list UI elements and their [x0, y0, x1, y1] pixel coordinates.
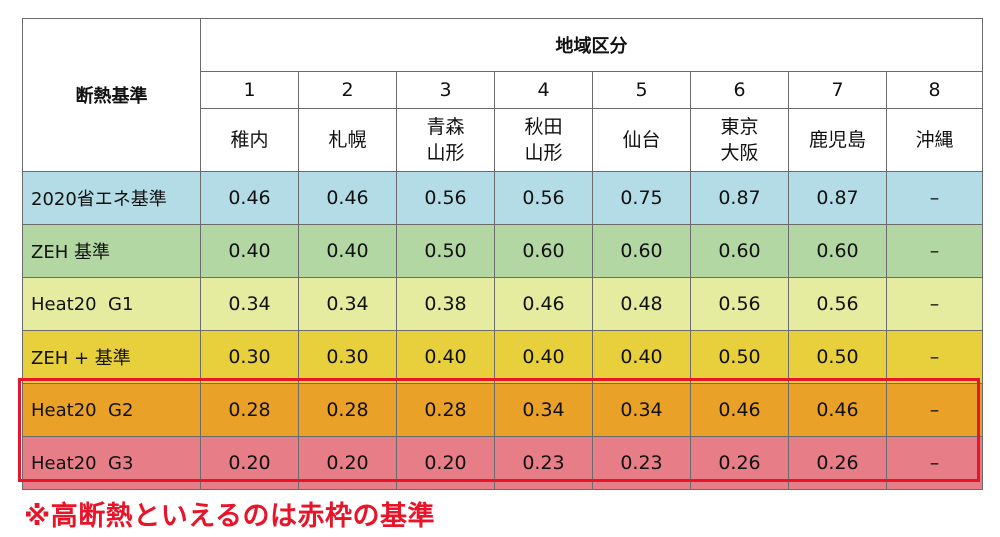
row-label: Heat20 G3	[22, 436, 201, 490]
value-cell: 0.30	[298, 330, 397, 384]
city-cell-6: 東京 大阪	[690, 108, 789, 172]
value-cell: –	[886, 277, 983, 331]
value-cell: 0.34	[200, 277, 299, 331]
value-cell: 0.40	[298, 224, 397, 278]
value-cell: 0.60	[494, 224, 593, 278]
region-number-5: 5	[592, 71, 691, 109]
region-number-7: 7	[788, 71, 887, 109]
region-number-6: 6	[690, 71, 789, 109]
city-cell-8: 沖縄	[886, 108, 983, 172]
table-row: Heat20 G2 0.28 0.28 0.28 0.34 0.34 0.46 0.46–	[22, 383, 983, 437]
value-cell: 0.34	[494, 383, 593, 437]
value-cell: 0.48	[592, 277, 691, 331]
value-cell: 0.26	[690, 436, 789, 490]
value-cell: 0.23	[494, 436, 593, 490]
value-cell: 0.40	[396, 330, 495, 384]
value-cell: 0.40	[592, 330, 691, 384]
value-cell: 0.46	[494, 277, 593, 331]
value-cell: 0.46	[200, 171, 299, 225]
city-cell-1: 稚内	[200, 108, 299, 172]
value-cell: 0.60	[788, 224, 887, 278]
value-cell: 0.56	[494, 171, 593, 225]
value-cell: 0.26	[788, 436, 887, 490]
region-number-4: 4	[494, 71, 593, 109]
value-cell: 0.46	[690, 383, 789, 437]
value-cell: 0.30	[200, 330, 299, 384]
value-cell: 0.60	[592, 224, 691, 278]
value-cell: –	[886, 224, 983, 278]
region-header: 地域区分	[200, 18, 983, 72]
value-cell: 0.75	[592, 171, 691, 225]
region-number-2: 2	[298, 71, 397, 109]
value-cell: 0.56	[788, 277, 887, 331]
value-cell: 0.56	[396, 171, 495, 225]
table-row: ZEH 基準 0.40 0.40 0.50 0.60 0.60 0.60 0.60–	[22, 224, 983, 278]
value-cell: 0.20	[200, 436, 299, 490]
value-cell: –	[886, 436, 983, 490]
region-number-8: 8	[886, 71, 983, 109]
value-cell: 0.50	[396, 224, 495, 278]
value-cell: 0.56	[690, 277, 789, 331]
value-cell: 0.40	[200, 224, 299, 278]
value-cell: 0.87	[690, 171, 789, 225]
region-number-3: 3	[396, 71, 495, 109]
value-cell: 0.34	[298, 277, 397, 331]
value-cell: 0.28	[200, 383, 299, 437]
value-cell: 0.40	[494, 330, 593, 384]
value-cell: 0.38	[396, 277, 495, 331]
city-row: 稚内 札幌 青森 山形 秋田 山形 仙台 東京 大阪 鹿児島 沖縄	[23, 108, 983, 172]
value-cell: –	[886, 383, 983, 437]
city-cell-4: 秋田 山形	[494, 108, 593, 172]
value-cell: 0.87	[788, 171, 887, 225]
value-cell: 0.60	[690, 224, 789, 278]
city-cell-7: 鹿児島	[788, 108, 887, 172]
corner-header: 断熱基準	[22, 18, 201, 172]
value-cell: 0.46	[788, 383, 887, 437]
table-row: ZEH + 基準 0.30 0.30 0.40 0.40 0.40 0.50 0.50–	[22, 330, 983, 384]
table-row: 2020省エネ基準 0.46 0.46 0.56 0.56 0.75 0.87 0.87–	[22, 171, 983, 225]
region-number-1: 1	[200, 71, 299, 109]
value-cell: 0.46	[298, 171, 397, 225]
value-cell: 0.20	[396, 436, 495, 490]
value-cell: 0.50	[690, 330, 789, 384]
value-cell: 0.50	[788, 330, 887, 384]
value-cell: 0.34	[592, 383, 691, 437]
row-label: ZEH + 基準	[22, 330, 201, 384]
row-label: Heat20 G2	[22, 383, 201, 437]
value-cell: 0.28	[396, 383, 495, 437]
row-label: 2020省エネ基準	[22, 171, 201, 225]
city-cell-5: 仙台	[592, 108, 691, 172]
table-row: Heat20 G3 0.20 0.20 0.20 0.23 0.23 0.26 0.26–	[22, 436, 983, 490]
value-cell: 0.20	[298, 436, 397, 490]
row-label: Heat20 G1	[22, 277, 201, 331]
footnote: ※高断熱といえるのは赤枠の基準	[24, 501, 435, 532]
city-cell-2: 札幌	[298, 108, 397, 172]
value-cell: –	[886, 171, 983, 225]
table-row: Heat20 G1 0.34 0.34 0.38 0.46 0.48 0.56 0.56–	[22, 277, 983, 331]
row-label: ZEH 基準	[22, 224, 201, 278]
value-cell: 0.28	[298, 383, 397, 437]
city-cell-3: 青森 山形	[396, 108, 495, 172]
value-cell: –	[886, 330, 983, 384]
value-cell: 0.23	[592, 436, 691, 490]
